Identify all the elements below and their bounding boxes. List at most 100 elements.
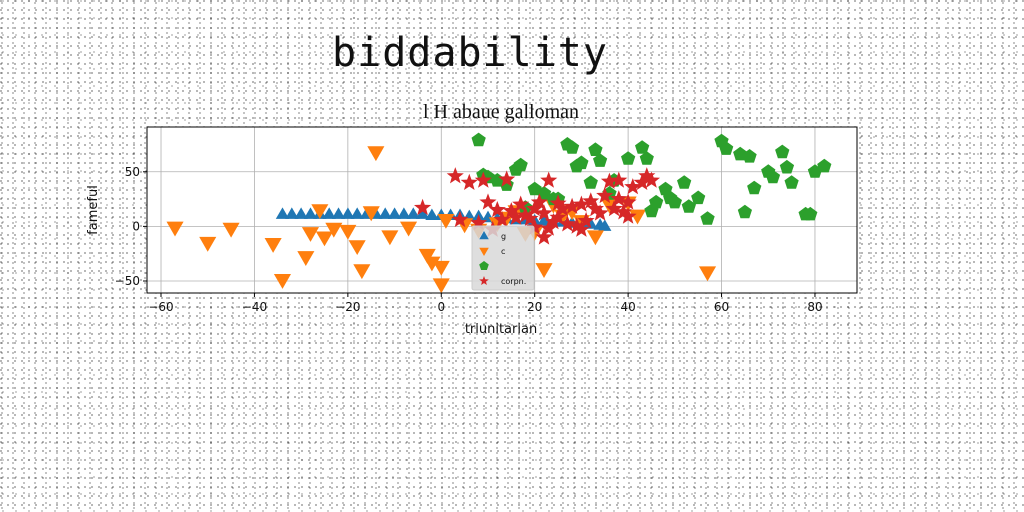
data-point-corpn [614,203,632,220]
data-point-g [598,219,612,231]
y-tick-label: −50 [115,274,140,288]
data-point-corpn [488,201,506,218]
data-point-g [415,207,430,219]
data-point-series3 [667,194,682,209]
data-point-series3 [513,157,528,172]
data-point-corpn [414,198,432,216]
data-point-corpn [577,211,595,229]
data-point-corpn [563,197,581,214]
data-point-c [535,263,553,278]
data-point-c [432,260,450,276]
data-point-corpn [549,208,567,225]
data-point-corpn [642,171,660,188]
data-point-corpn [582,192,600,209]
data-point-corpn [470,214,488,231]
data-point-corpn [619,193,637,210]
x-tick-label: 20 [527,300,542,314]
data-point-series3 [747,180,762,195]
data-point-c [367,146,385,162]
legend-marker [479,231,489,240]
data-point-series3 [765,169,781,184]
data-point-series3 [564,140,580,154]
data-point-c [325,222,343,238]
data-point-corpn [479,193,497,210]
data-point-series3 [677,175,692,189]
data-point-corpn [544,213,562,230]
legend: gc corpn. [471,225,535,291]
data-point-g [275,207,290,219]
data-point-g [378,207,392,219]
data-point-g [294,207,308,219]
data-point-c [348,240,366,255]
data-point-series3 [621,151,636,165]
legend-label: g [501,232,506,241]
data-point-corpn [516,206,534,223]
data-point-c [437,214,455,229]
legend-label: corpn. [501,277,526,286]
data-point-corpn [610,190,628,207]
data-point-c [315,231,334,247]
data-point-series3 [649,194,664,209]
data-point-series3 [719,141,734,155]
data-point-corpn [596,186,614,204]
data-point-series3 [742,149,757,163]
data-point-series3 [588,142,603,156]
data-point-corpn [624,178,642,195]
data-point-series3 [471,132,486,147]
data-point-corpn [638,167,656,184]
data-point-corpn [502,202,520,219]
chart-title: l H abaue galloman [423,101,579,123]
data-point-c [699,266,717,282]
data-point-c [628,209,646,225]
data-point-corpn [572,220,590,237]
data-point-corpn [558,215,576,232]
data-point-series3 [583,175,598,189]
legend-marker [479,261,489,270]
data-point-g [425,208,439,220]
data-point-g [397,207,411,219]
data-point-c [423,256,441,272]
data-point-corpn [460,173,478,190]
legend-box [471,225,535,291]
data-point-g [406,207,420,219]
data-point-corpn [535,228,553,245]
data-point-c [353,264,371,280]
data-point-c [432,278,450,294]
data-point-series3 [691,190,706,205]
data-point-corpn [540,171,558,188]
data-point-g [322,207,336,219]
data-point-corpn [554,199,572,217]
data-point-c [381,230,399,246]
data-point-c [264,238,282,253]
data-point-c [222,222,240,238]
data-point-c [362,206,380,222]
data-point-corpn [605,199,623,217]
data-point-corpn [610,171,628,188]
data-point-series3 [593,153,608,167]
x-tick-label: 40 [620,300,635,314]
data-point-c [311,204,329,219]
x-tick-label: 80 [807,300,822,314]
data-point-c [301,227,319,242]
legend-marker [479,247,489,256]
data-point-c [400,221,418,237]
x-tick-label: −40 [242,300,267,314]
y-axis-label: fameful [86,185,101,235]
data-point-c [586,230,604,246]
x-tick-label: −20 [335,300,360,314]
data-point-corpn [586,199,604,217]
data-point-series3 [779,159,795,174]
data-point-g [285,207,299,219]
data-point-g [537,213,551,226]
data-point-corpn [535,204,553,221]
page-heading: biddability [332,30,608,76]
data-point-corpn [549,194,567,211]
data-point-series3 [737,204,752,219]
data-point-c [297,251,315,266]
data-point-series3 [784,175,799,189]
data-point-corpn [521,209,539,226]
legend-label: c [501,247,505,256]
data-point-series3 [574,155,589,170]
y-tick-label: 0 [132,219,140,233]
